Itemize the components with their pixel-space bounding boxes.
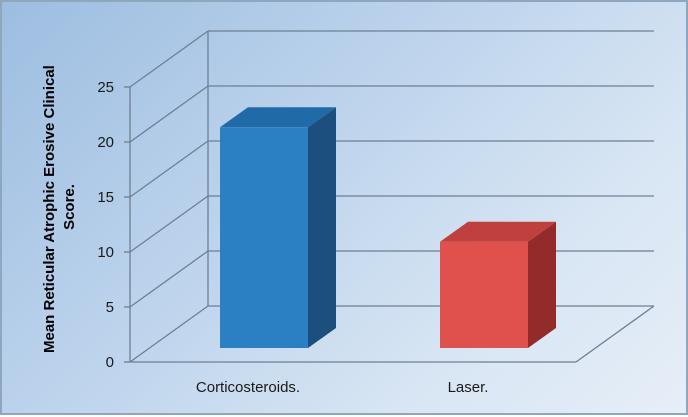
category-label: Laser. <box>448 379 489 396</box>
gridline-depth <box>129 195 209 253</box>
y-tick-label: 10 <box>97 244 114 261</box>
bars <box>220 107 556 348</box>
gridline-depth <box>129 305 209 363</box>
gridline-depth <box>129 85 209 143</box>
gridline-depth <box>129 30 209 88</box>
chart-walls <box>129 31 655 363</box>
y-tick-label: 20 <box>97 134 114 151</box>
y-tick-labels: 0 5 10 15 20 25 <box>97 79 114 371</box>
y-axis-label-line1: Mean Reticular Atrophic Erosive Clinical <box>41 65 58 353</box>
bar-front-face <box>440 241 528 348</box>
y-tick-label: 25 <box>97 79 114 96</box>
gridline-depth <box>129 140 209 198</box>
y-tick-label: 0 <box>106 354 114 371</box>
bar-front-face <box>220 127 308 348</box>
category-label: Corticosteroids. <box>196 379 300 396</box>
y-axis-label: Mean Reticular Atrophic Erosive Clinical… <box>41 61 78 353</box>
bar-top-face <box>220 107 336 128</box>
y-axis-label-line2: Score. <box>61 184 78 230</box>
y-tick-label: 5 <box>106 299 114 316</box>
floor-right-edge <box>575 305 655 363</box>
bar-side-face <box>308 107 336 348</box>
gridlines <box>124 30 654 363</box>
y-tick-label: 15 <box>97 189 114 206</box>
bar-1 <box>440 221 556 348</box>
gridline-depth <box>129 250 209 308</box>
category-labels: Corticosteroids. Laser. <box>196 379 489 396</box>
bar-side-face <box>528 221 556 348</box>
bar-top-face <box>440 221 556 242</box>
bar-0 <box>220 107 336 348</box>
